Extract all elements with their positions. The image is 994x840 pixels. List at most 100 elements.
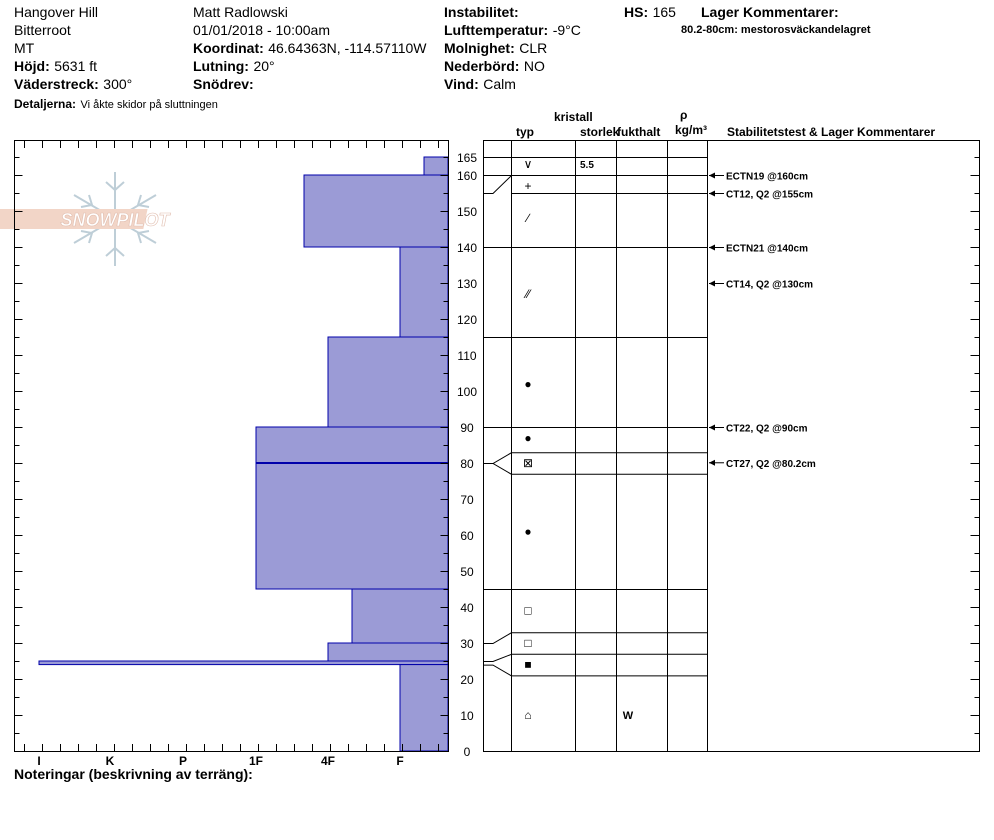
slope-value: 20° (253, 58, 275, 74)
hardness-label: K (106, 754, 115, 768)
stability-test: CT14, Q2 @130cm (726, 280, 813, 291)
test-arrow-head (709, 280, 715, 287)
datetime: 01/01/2018 - 10:00am (193, 22, 330, 38)
stability-test: CT22, Q2 @90cm (726, 424, 808, 435)
depth-label: 10 (460, 709, 474, 723)
layer-connector (483, 632, 512, 644)
elevation-label: Höjd: (14, 58, 50, 74)
hs-value: 165 (652, 4, 676, 20)
drift-label: Snödrev: (193, 76, 254, 92)
depth-label: 120 (457, 313, 477, 327)
details-label: Detaljerna: (14, 97, 77, 111)
depth-label: 0 (464, 745, 471, 759)
layer-connector (483, 175, 512, 194)
hardness-bar (38, 660, 449, 666)
wind-value: Calm (483, 76, 516, 92)
size-header: storlek (580, 125, 620, 139)
depth-label: 70 (460, 493, 474, 507)
layer-connector (483, 664, 512, 677)
hs-label: HS: (624, 4, 649, 20)
test-arrow-head (709, 459, 715, 466)
wind-label: Vind: (444, 76, 479, 92)
crystal-symbol: ● (524, 524, 531, 538)
test-arrow-head (709, 424, 715, 431)
hs-row: HS: 165 (624, 5, 676, 21)
details-row: Detaljerna: Vi åkte skidor på sluttninge… (14, 96, 218, 112)
crystal-symbol: □ (524, 604, 531, 618)
observer: Matt Radlowski (193, 4, 288, 20)
hardness-bar (399, 246, 449, 338)
depth-label: 160 (457, 169, 477, 183)
coordinate-row: Koordinat: 46.64363N, -114.57110W (193, 41, 426, 57)
rho-header: ρ (680, 108, 688, 122)
moisture-header: fukthalt (617, 125, 661, 139)
sky-value: CLR (519, 40, 548, 56)
depth-label: 165 (457, 151, 477, 165)
range: Bitterroot (14, 22, 71, 38)
depth-label: 110 (457, 349, 476, 363)
sky-row: Molnighet: CLR (444, 41, 547, 57)
depth-label: 90 (460, 421, 474, 435)
depth-label: 30 (460, 637, 474, 651)
crystal-symbol: ● (524, 377, 531, 391)
layer-grid (483, 157, 708, 677)
layer-connector (483, 463, 512, 475)
stability-test: ECTN21 @140cm (726, 244, 808, 255)
hardness-bar (255, 426, 449, 464)
instability-row: Instabilitet: (444, 5, 519, 21)
layer-comment-text: 80.2-80cm: mestorosväckandelagret (681, 24, 871, 36)
depth-label: 20 (460, 673, 474, 687)
tests-header: Stabilitetstest & Lager Kommentarer (727, 125, 936, 139)
crystal-symbol: + (524, 179, 531, 193)
depth-label: 130 (457, 277, 477, 291)
crystal-symbol: ∨ (524, 157, 533, 171)
layer-comment: 80.2-80cm: mestorosväckandelagret (681, 25, 871, 36)
depth-label: 140 (457, 241, 477, 255)
instability-label: Instabilitet: (444, 4, 519, 20)
depth-label: 150 (457, 205, 477, 219)
logo-text: SNOWPILOT (61, 210, 172, 230)
airtemp-value: -9°C (552, 22, 581, 38)
hardness-label: I (37, 754, 40, 768)
logo-banner (0, 209, 148, 229)
aspect-value: 300° (103, 76, 133, 92)
depth-label: 60 (460, 529, 474, 543)
hardness-bar (399, 664, 449, 752)
type-header: typ (516, 125, 534, 139)
state: MT (14, 40, 35, 56)
hardness-bar (351, 588, 449, 644)
crystal-symbol: □ (524, 636, 531, 650)
depth-label: 100 (457, 385, 477, 399)
location: Hangover Hill (14, 4, 99, 20)
stability-test: CT27, Q2 @80.2cm (726, 459, 816, 470)
test-arrow-head (709, 244, 715, 251)
depth-label: 50 (460, 565, 474, 579)
stability-test: CT12, Q2 @155cm (726, 190, 813, 201)
depth-label: 80 (460, 457, 474, 471)
elevation-value: 5631 ft (54, 58, 98, 74)
crystal-symbol: ∕ (524, 211, 531, 225)
moisture-value: W (623, 710, 634, 722)
test-arrow-head (709, 172, 715, 179)
precip-label: Nederbörd: (444, 58, 520, 74)
hardness-profile (38, 156, 449, 752)
crystal-symbol: ⌂ (524, 708, 531, 722)
slope-label: Lutning: (193, 58, 249, 74)
depth-label: 40 (460, 601, 474, 615)
wind-row: Vind: Calm (444, 77, 516, 93)
hardness-label: F (396, 754, 403, 768)
layer-table-frame (483, 140, 980, 752)
test-arrow-head (709, 190, 715, 197)
crystal-symbol: ■ (524, 658, 531, 672)
density-header: kg/m³ (675, 123, 708, 137)
crystal-marks: ∨ 5.5 + ∕ ⁄⁄ ● ● ⊠ ● □ □ ■ ⌂ W ECTN19 @160cm CT12, Q2 @… (523, 157, 816, 722)
precip-row: Nederbörd: NO (444, 59, 545, 75)
layer-connector (483, 452, 512, 464)
crystal-symbol: ⁄⁄ (523, 287, 532, 301)
airtemp-row: Lufttemperatur: -9°C (444, 23, 581, 39)
aspect-label: Väderstreck: (14, 76, 99, 92)
coordinate-label: Koordinat: (193, 40, 264, 56)
aspect-row: Väderstreck: 300° (14, 77, 132, 93)
stability-test: ECTN19 @160cm (726, 172, 808, 183)
